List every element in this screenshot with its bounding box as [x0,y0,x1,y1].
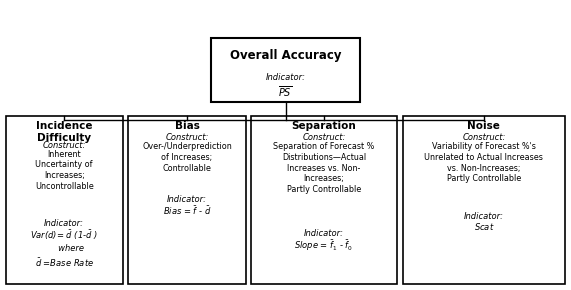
Text: Separation of Forecast %
Distributions—Actual
Increases vs. Non-
Increases;
Part: Separation of Forecast % Distributions—A… [274,142,375,194]
Text: Variability of Forecast %'s
Unrelated to Actual Increases
vs. Non-Increases;
Par: Variability of Forecast %'s Unrelated to… [424,142,544,183]
Text: $\it{Scat}$: $\it{Scat}$ [473,221,494,232]
FancyBboxPatch shape [128,116,246,284]
Text: Noise: Noise [468,121,500,131]
Text: Construct:: Construct: [43,141,86,150]
Text: Indicator:: Indicator: [266,73,305,82]
Text: Var(d)= $\bar{d}$ (1-$\bar{d}$ )
     where
$\bar{d}$ =Base Rate: Var(d)= $\bar{d}$ (1-$\bar{d}$ ) where $… [30,229,98,269]
Text: Bias: Bias [175,121,199,131]
Text: Incidence
Difficulty: Incidence Difficulty [36,121,93,143]
Text: Construct:: Construct: [463,133,505,142]
Text: Indicator:: Indicator: [464,212,504,221]
Text: Over-/Underprediction
of Increases;
Controllable: Over-/Underprediction of Increases; Cont… [142,142,232,173]
FancyBboxPatch shape [403,116,565,284]
Text: $\it{Slope}$ = $\bar{f}_1$ - $\bar{f}_0$: $\it{Slope}$ = $\bar{f}_1$ - $\bar{f}_0$ [295,238,353,253]
FancyBboxPatch shape [211,38,360,102]
Text: $\overline{PS}$: $\overline{PS}$ [279,84,292,99]
FancyBboxPatch shape [251,116,397,284]
FancyBboxPatch shape [6,116,123,284]
Text: $\it{Bias}$ = $\bar{f}$ - $\bar{d}$: $\it{Bias}$ = $\bar{f}$ - $\bar{d}$ [163,204,211,217]
Text: Inherent
Uncertainty of
Increases;
Uncontrollable: Inherent Uncertainty of Increases; Uncon… [35,150,94,191]
Text: Indicator:: Indicator: [44,219,85,228]
Text: Indicator:: Indicator: [167,195,207,204]
Text: Construct:: Construct: [303,133,345,142]
Text: Overall Accuracy: Overall Accuracy [230,49,341,62]
Text: Construct:: Construct: [166,133,208,142]
Text: Separation: Separation [292,121,356,131]
Text: Indicator:: Indicator: [304,229,344,238]
